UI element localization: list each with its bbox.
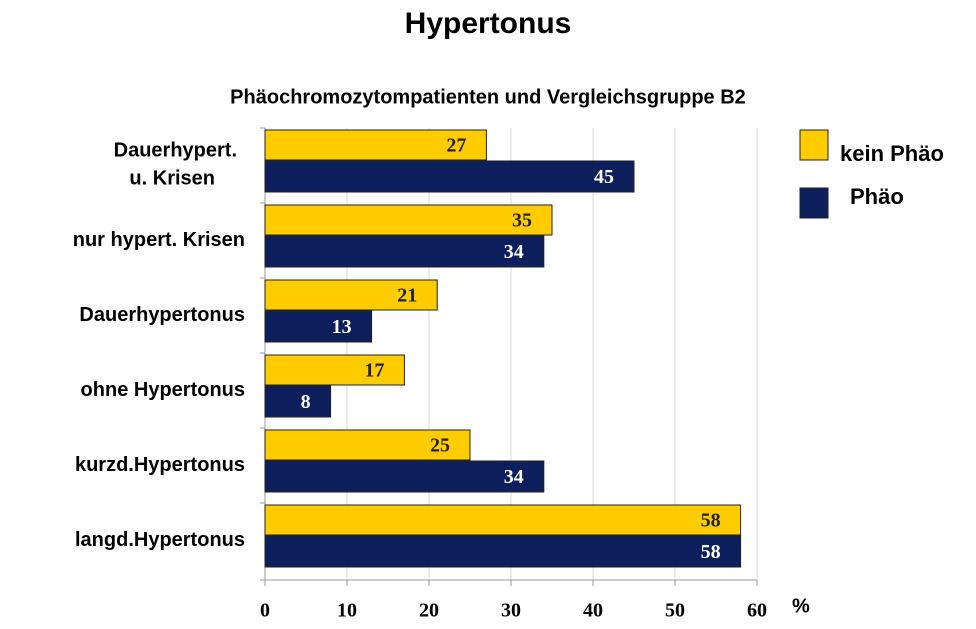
x-tick-label: 20 bbox=[419, 600, 439, 622]
bar bbox=[264, 460, 545, 493]
x-tick-label: 60 bbox=[747, 600, 767, 622]
bar bbox=[264, 504, 742, 536]
value-label: 58 bbox=[701, 541, 721, 563]
value-label: 17 bbox=[364, 360, 384, 382]
bar bbox=[264, 279, 438, 311]
value-label: 8 bbox=[301, 391, 311, 413]
bar bbox=[264, 310, 373, 343]
y-tick-label: ohne Hypertonus bbox=[81, 379, 245, 401]
bar bbox=[264, 235, 545, 268]
value-label: 13 bbox=[332, 316, 352, 338]
value-label: 58 bbox=[701, 510, 721, 532]
x-axis-label: % bbox=[792, 595, 810, 617]
value-label: 35 bbox=[512, 210, 532, 232]
value-label: 27 bbox=[446, 135, 466, 157]
chart-subtitle: Phäochromozytompatienten und Vergleichsg… bbox=[230, 86, 746, 108]
value-label: 34 bbox=[504, 241, 524, 263]
value-label: 45 bbox=[594, 166, 614, 188]
y-tick-label: nur hypert. Krisen bbox=[73, 229, 245, 251]
bar bbox=[264, 354, 405, 386]
value-label: 25 bbox=[430, 435, 450, 457]
legend-label: Phäo bbox=[850, 184, 904, 209]
legend-swatch bbox=[799, 187, 829, 219]
x-tick-label: 40 bbox=[583, 600, 603, 622]
x-tick-label: 50 bbox=[665, 600, 685, 622]
y-tick-label: Dauerhypert. u. Krisen bbox=[114, 140, 237, 190]
x-tick-label: 0 bbox=[260, 600, 270, 622]
bar bbox=[264, 385, 332, 418]
legend-label: kein Phäo bbox=[840, 141, 944, 166]
bar bbox=[264, 160, 635, 193]
value-label: 21 bbox=[397, 285, 417, 307]
y-tick-label: langd.Hypertonus bbox=[75, 529, 245, 551]
bar bbox=[264, 129, 487, 161]
y-tick-label: kurzd.Hypertonus bbox=[75, 454, 245, 476]
x-tick-label: 10 bbox=[337, 600, 357, 622]
x-tick-label: 30 bbox=[501, 600, 521, 622]
bar bbox=[264, 429, 471, 461]
chart-title: Hypertonus bbox=[405, 7, 572, 40]
y-tick-label: Dauerhypertonus bbox=[79, 304, 245, 326]
bar bbox=[264, 535, 742, 568]
legend-swatch bbox=[799, 129, 829, 161]
bar bbox=[264, 204, 553, 236]
value-label: 34 bbox=[504, 466, 524, 488]
